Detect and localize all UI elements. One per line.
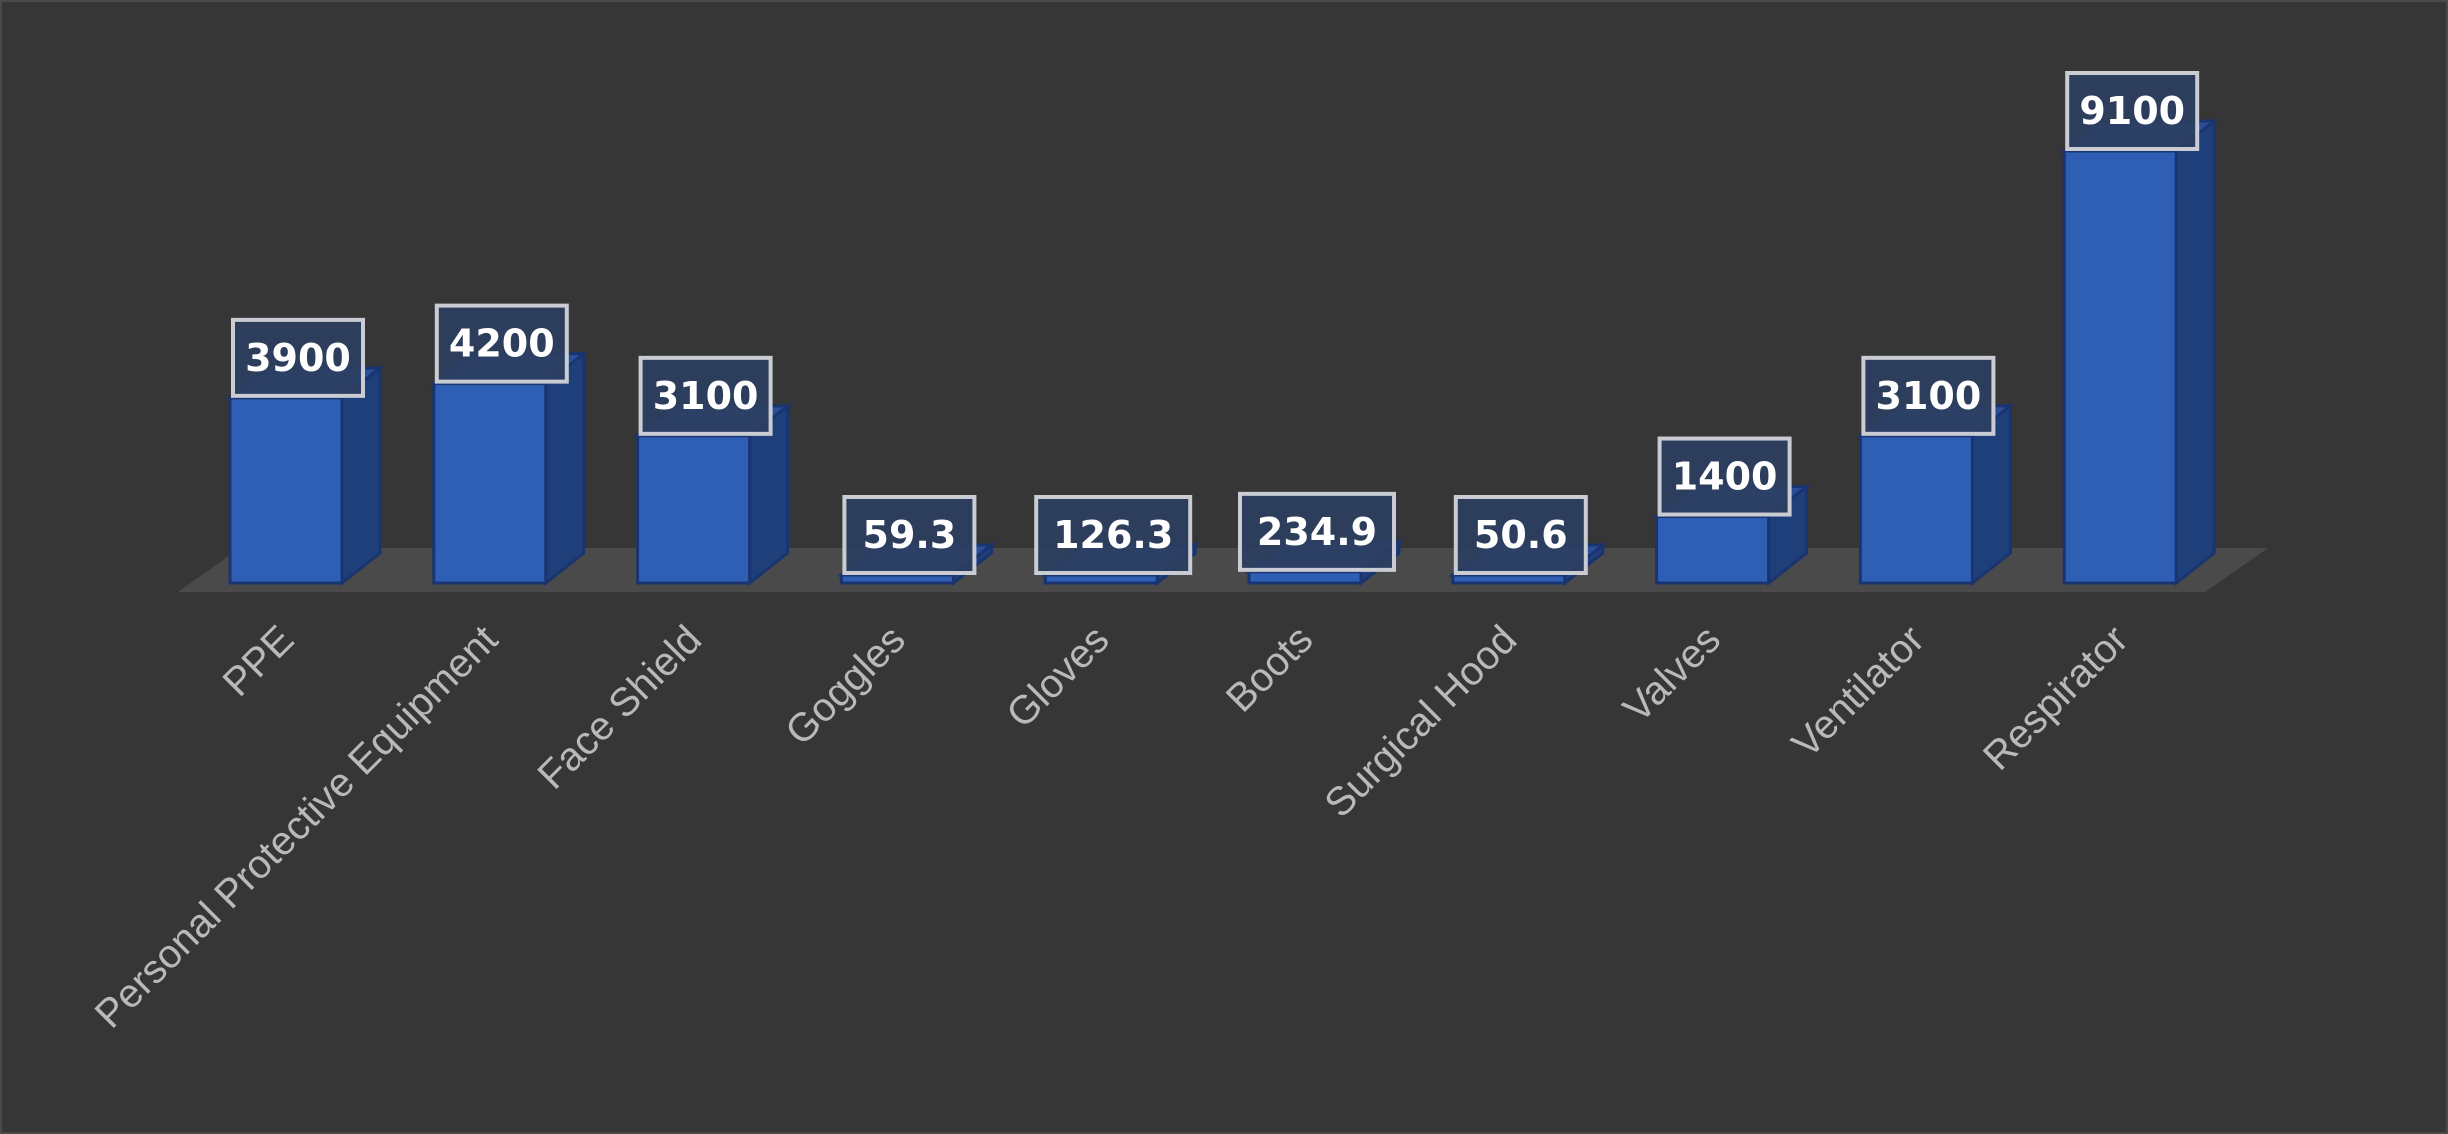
x-tick-label-valves: Valves bbox=[1615, 617, 1729, 731]
data-label-box bbox=[2065, 71, 2200, 151]
data-label-ppe: 3900 bbox=[231, 317, 365, 398]
data-label-box bbox=[638, 355, 773, 436]
data-label-text: 126.3 bbox=[1053, 513, 1173, 557]
data-label-text: 50.6 bbox=[1474, 513, 1568, 557]
data-label-text: 59.3 bbox=[863, 513, 957, 557]
bar-front bbox=[636, 434, 752, 585]
data-label-box bbox=[842, 495, 977, 575]
bar-respirator bbox=[2059, 117, 2219, 587]
bar-front bbox=[1451, 573, 1567, 585]
x-tick-label-ppe: PPE bbox=[215, 617, 303, 705]
data-label-text: 9100 bbox=[2079, 89, 2185, 133]
bar-side bbox=[544, 350, 586, 587]
data-label-box bbox=[1657, 436, 1792, 517]
bar-personal-protective-equipment bbox=[429, 350, 589, 587]
data-label-box bbox=[1034, 495, 1193, 575]
data-label-box bbox=[1453, 495, 1588, 575]
x-tick-label-boots: Boots bbox=[1218, 617, 1321, 720]
bar-front bbox=[2062, 149, 2178, 585]
data-label-text: 234.9 bbox=[1257, 510, 1377, 554]
bar-front bbox=[1655, 515, 1771, 585]
data-label-ventilator: 3100 bbox=[1861, 355, 1996, 436]
data-label-personal-protective-equipment: 4200 bbox=[434, 303, 569, 384]
data-label-face-shield: 3100 bbox=[638, 355, 773, 436]
x-tick-label-respirator: Respirator bbox=[1975, 617, 2137, 779]
data-label-surgical-hood: 50.6 bbox=[1453, 495, 1588, 575]
data-label-box bbox=[1861, 355, 1996, 436]
x-tick-label-personal-protective-equipment: Personal Protective Equipment bbox=[87, 617, 506, 1036]
data-label-respirator: 9100 bbox=[2065, 71, 2200, 151]
x-tick-label-face-shield: Face Shield bbox=[529, 617, 709, 797]
x-tick-label-goggles: Goggles bbox=[777, 617, 913, 753]
bar-side bbox=[2174, 117, 2216, 587]
data-label-goggles: 59.3 bbox=[842, 495, 977, 575]
data-label-box bbox=[1238, 491, 1396, 572]
bar-front bbox=[1247, 570, 1363, 585]
bar-side bbox=[340, 364, 382, 587]
value-label-group: 3900 4200 3100 59.3 126.3 234.9 50.6 1400 3100 91… bbox=[231, 71, 2200, 575]
bar-front bbox=[839, 573, 955, 585]
bar-front bbox=[1043, 573, 1159, 585]
data-label-text: 3100 bbox=[653, 374, 759, 418]
bar-ppe bbox=[225, 364, 385, 587]
data-label-box bbox=[434, 303, 569, 384]
bar-front bbox=[228, 396, 344, 585]
bar-front bbox=[432, 382, 548, 585]
bar-front bbox=[1858, 434, 1974, 585]
data-label-valves: 1400 bbox=[1657, 436, 1792, 517]
x-tick-label-gloves: Gloves bbox=[998, 617, 1117, 736]
data-label-gloves: 126.3 bbox=[1034, 495, 1193, 575]
data-label-boots: 234.9 bbox=[1238, 491, 1396, 572]
data-label-text: 3100 bbox=[1876, 374, 1982, 418]
x-tick-label-ventilator: Ventilator bbox=[1784, 617, 1933, 766]
data-label-text: 1400 bbox=[1672, 455, 1778, 499]
data-label-text: 3900 bbox=[245, 336, 351, 380]
x-tick-label-surgical-hood: Surgical Hood bbox=[1316, 617, 1525, 826]
data-label-text: 4200 bbox=[449, 322, 555, 366]
data-label-box bbox=[231, 317, 365, 398]
